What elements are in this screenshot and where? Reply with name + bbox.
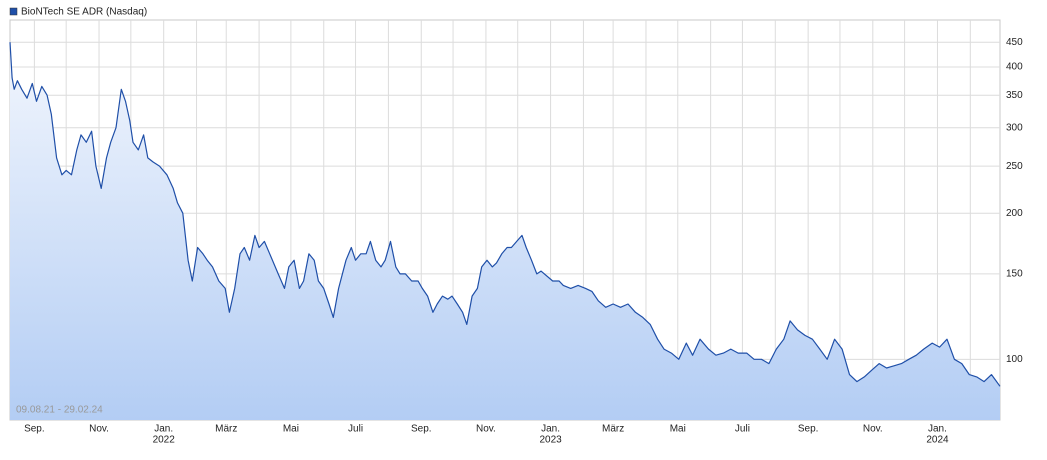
x-tick-label: März bbox=[215, 424, 237, 435]
y-tick-label: 150 bbox=[1006, 268, 1023, 279]
x-tick-label: Nov. bbox=[863, 424, 883, 435]
y-tick-label: 200 bbox=[1006, 208, 1023, 219]
x-tick-year: 2022 bbox=[153, 435, 176, 446]
x-tick-label: Mai bbox=[283, 424, 299, 435]
price-line bbox=[9, 42, 1001, 387]
x-tick-year: 2024 bbox=[926, 435, 949, 446]
x-tick-label: Sep. bbox=[798, 424, 819, 435]
x-tick-label: Nov. bbox=[89, 424, 109, 435]
x-tick-label: Nov. bbox=[476, 424, 496, 435]
y-tick-label: 100 bbox=[1006, 354, 1023, 365]
x-tick-year: 2023 bbox=[539, 435, 562, 446]
x-tick-label: Jan. bbox=[928, 424, 947, 435]
x-tick-label: Jan. bbox=[541, 424, 560, 435]
area bbox=[10, 42, 1000, 420]
x-tick-label: Juli bbox=[348, 424, 363, 435]
x-tick-label: Sep. bbox=[411, 424, 432, 435]
x-tick-label: Juli bbox=[735, 424, 750, 435]
y-tick-label: 350 bbox=[1006, 90, 1023, 101]
y-tick-label: 250 bbox=[1006, 161, 1023, 172]
x-tick-label: Jan. bbox=[154, 424, 173, 435]
legend-label: BioNTech SE ADR (Nasdaq) bbox=[21, 7, 147, 18]
y-tick-label: 400 bbox=[1006, 62, 1023, 73]
range-label: 09.08.21 - 29.02.24 bbox=[16, 405, 103, 416]
legend-swatch bbox=[9, 7, 18, 16]
y-tick-label: 300 bbox=[1006, 122, 1023, 133]
x-tick-label: Sep. bbox=[24, 424, 45, 435]
x-tick-label: Mai bbox=[670, 424, 686, 435]
y-tick-label: 450 bbox=[1006, 37, 1023, 48]
x-tick-label: März bbox=[602, 424, 624, 435]
